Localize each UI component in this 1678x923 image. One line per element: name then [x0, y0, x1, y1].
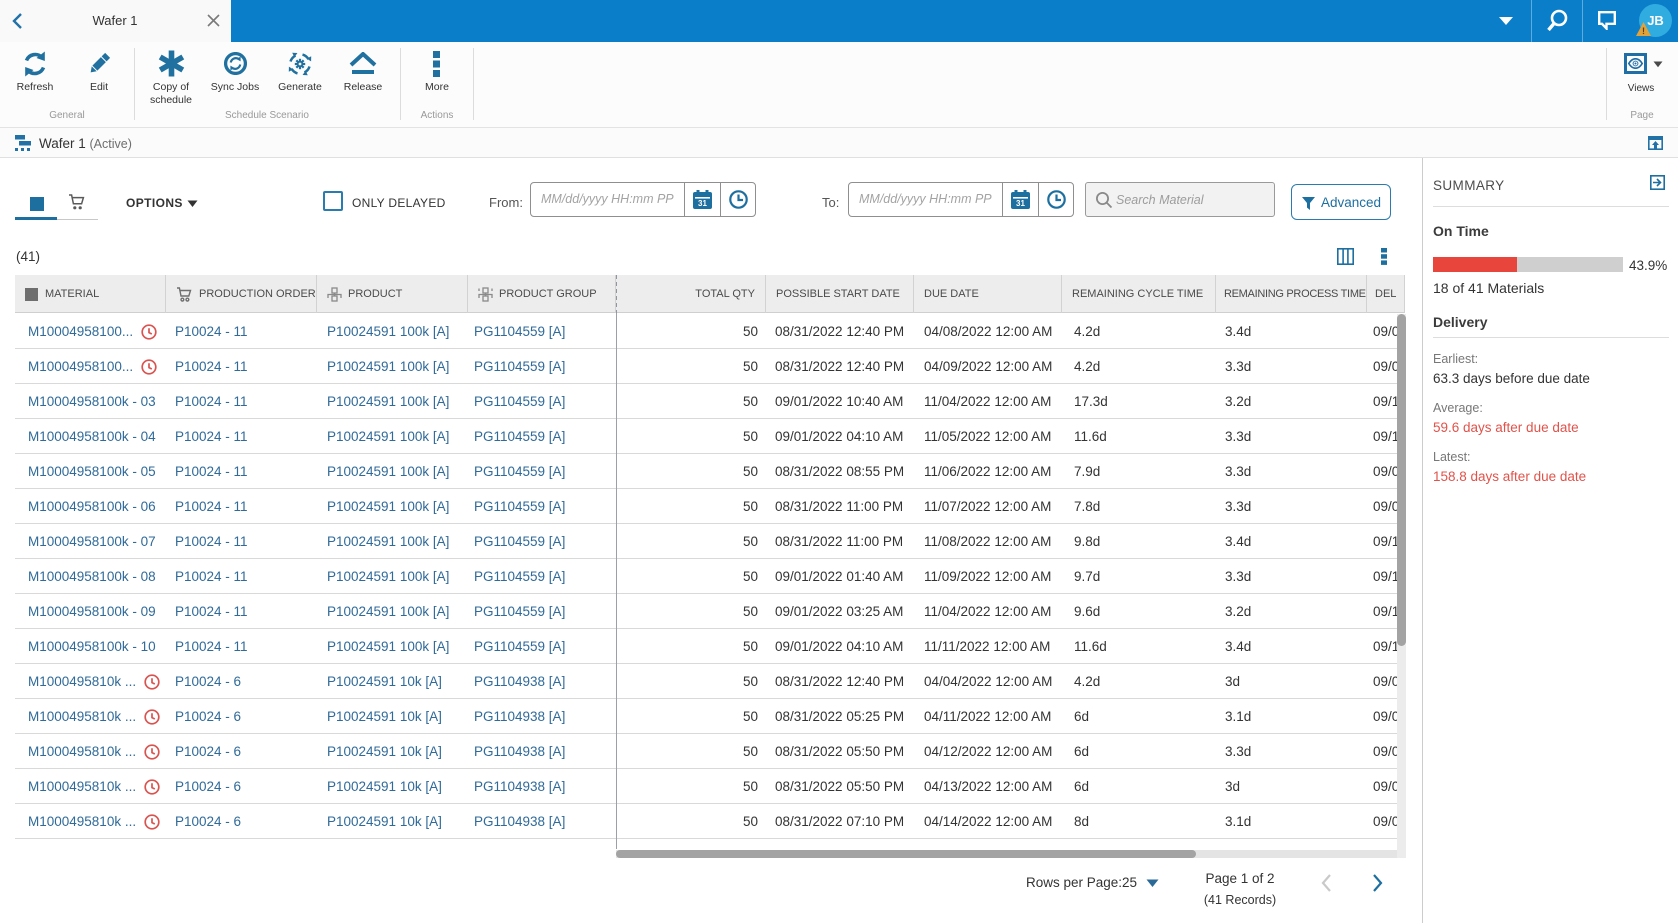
svg-text:!: !	[1642, 26, 1645, 36]
svg-text:31: 31	[1016, 199, 1025, 208]
svg-text:31: 31	[698, 199, 707, 208]
